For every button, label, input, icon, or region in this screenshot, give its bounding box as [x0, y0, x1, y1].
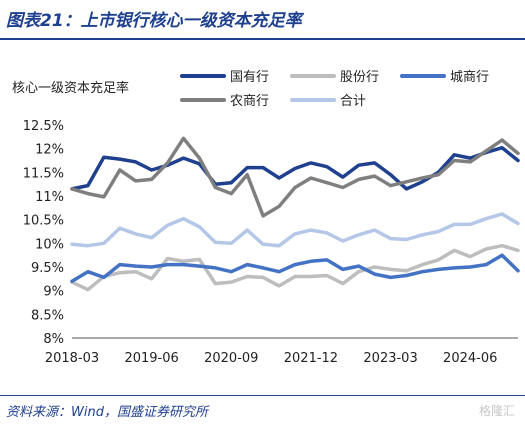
x-tick-label: 2019-06 — [124, 351, 178, 366]
y-tick-label: 11.5% — [23, 166, 64, 181]
y-axis-label: 核心一级资本充足率 — [12, 80, 129, 96]
x-tick-label: 2020-09 — [204, 351, 258, 366]
series-line-2 — [70, 243, 520, 292]
source-note: 资料来源：Wind，国盛证券研究所 — [6, 405, 208, 420]
x-tick-label: 2024-06 — [443, 351, 497, 366]
y-tick-label: 10.5% — [23, 214, 64, 229]
y-tick-label: 8% — [43, 332, 64, 347]
title-rule — [0, 38, 525, 40]
legend-label-3: 城商行 — [450, 70, 489, 85]
legend-label-5: 合计 — [340, 94, 366, 109]
line-chart: 核心一级资本充足率 8% 8.5% 9% 9.5% 10% 10.5% 11% 11.5% 12%… — [12, 70, 520, 366]
y-tick-label: 8.5% — [31, 308, 64, 323]
chart-title: 图表21：上市银行核心一级资本充足率 — [6, 11, 302, 31]
y-tick-label: 10% — [35, 237, 64, 252]
y-tick-label: 12% — [35, 143, 64, 158]
series-line-4 — [70, 136, 520, 218]
x-tick-label: 2018-03 — [45, 351, 99, 366]
legend-label-4: 农商行 — [230, 94, 269, 109]
legend-label-2: 股份行 — [340, 70, 379, 85]
series-line-5 — [70, 212, 520, 248]
title-bar: 图表21：上市银行核心一级资本充足率 — [0, 0, 525, 40]
footer-rule — [0, 395, 525, 396]
y-tick-label: 9.5% — [31, 261, 64, 276]
y-tick-label: 9% — [43, 285, 64, 300]
x-tick-label: 2021-12 — [284, 351, 338, 366]
watermark: 格隆汇 — [478, 404, 515, 418]
series-line-1 — [70, 145, 520, 191]
x-tick-label: 2023-03 — [363, 351, 417, 366]
series-line-3 — [70, 253, 520, 283]
y-tick-label: 12.5% — [23, 119, 64, 134]
legend-label-1: 国有行 — [230, 70, 269, 85]
y-tick-label: 11% — [35, 190, 64, 205]
